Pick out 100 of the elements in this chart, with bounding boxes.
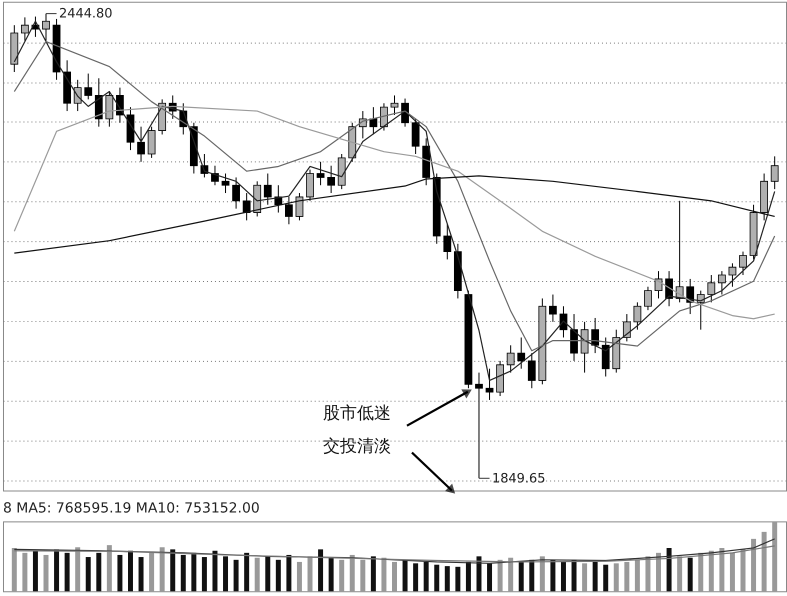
bar xyxy=(634,560,640,592)
candlestick xyxy=(443,224,452,260)
candlestick xyxy=(327,165,336,194)
bar xyxy=(22,552,28,592)
bar xyxy=(276,560,281,592)
bar xyxy=(138,557,144,592)
bar xyxy=(508,558,514,592)
bar xyxy=(719,548,724,592)
candlestick xyxy=(380,102,388,132)
candlestick xyxy=(84,73,92,100)
bar xyxy=(645,556,650,592)
bar xyxy=(708,550,714,592)
bar xyxy=(32,550,38,592)
bar xyxy=(106,545,112,592)
bar xyxy=(244,552,250,592)
candlestick xyxy=(549,294,557,322)
candlestick xyxy=(602,336,610,378)
bar xyxy=(360,560,366,592)
bar xyxy=(318,549,324,592)
chart-title: 8 MA5: 768595.19 MA10: 753152.00 xyxy=(2,500,260,516)
candlestick xyxy=(264,173,272,206)
annotation: 股市低迷 xyxy=(323,402,392,423)
bar xyxy=(466,562,471,592)
candlestick xyxy=(475,372,483,479)
bar xyxy=(12,548,17,592)
candlestick xyxy=(739,251,747,276)
candlestick xyxy=(580,321,588,374)
bar xyxy=(75,547,80,592)
bar xyxy=(223,556,228,592)
bar xyxy=(381,558,386,592)
candlestick xyxy=(105,91,114,128)
bar xyxy=(286,554,292,592)
bar xyxy=(772,521,778,592)
candlestick xyxy=(707,274,716,303)
bar xyxy=(677,556,682,592)
candlestick xyxy=(20,16,29,42)
bar xyxy=(434,564,440,592)
candlestick xyxy=(369,106,378,135)
annotation: 2444.80 xyxy=(58,6,113,22)
bar xyxy=(254,558,260,592)
bar xyxy=(582,563,588,592)
bar xyxy=(44,554,48,592)
bar xyxy=(54,549,60,592)
candlestick xyxy=(528,352,536,389)
bar xyxy=(529,560,534,592)
candlestick xyxy=(728,262,736,288)
bar xyxy=(370,556,376,592)
bar xyxy=(64,552,70,592)
candlestick xyxy=(42,13,50,42)
bar xyxy=(328,558,334,592)
bar xyxy=(518,562,524,592)
bar xyxy=(688,558,693,592)
bar xyxy=(730,552,735,592)
bar xyxy=(202,557,207,592)
bar xyxy=(560,562,566,592)
bar xyxy=(540,556,545,592)
candlestick xyxy=(718,270,726,296)
candlestick xyxy=(770,156,779,190)
bar xyxy=(413,563,418,592)
bar xyxy=(212,550,218,592)
candlestick xyxy=(570,314,578,362)
bar xyxy=(170,549,176,592)
bar xyxy=(128,550,133,592)
bar xyxy=(296,562,302,592)
candlestick xyxy=(285,196,293,225)
candlestick xyxy=(401,98,409,128)
candlestick xyxy=(412,118,420,154)
bar xyxy=(191,552,196,592)
bar xyxy=(402,560,408,592)
bar xyxy=(550,560,556,592)
bar xyxy=(476,556,482,592)
bar xyxy=(592,562,598,592)
bar xyxy=(603,564,608,592)
candlestick xyxy=(137,126,145,162)
candlestick xyxy=(222,173,230,194)
candlestick xyxy=(316,161,324,186)
candlestick xyxy=(634,302,642,330)
candlestick xyxy=(232,176,240,210)
bar xyxy=(740,549,746,592)
bar xyxy=(180,554,186,592)
bar xyxy=(96,552,102,592)
candlestick xyxy=(654,270,662,299)
candlestick xyxy=(148,126,156,158)
bar xyxy=(308,556,313,592)
bar xyxy=(234,560,239,592)
candlestick xyxy=(644,286,652,311)
bar xyxy=(656,552,662,592)
bar xyxy=(614,563,619,592)
bar xyxy=(455,566,460,592)
bar xyxy=(339,560,344,592)
bar xyxy=(86,557,91,592)
candlestick xyxy=(506,344,515,374)
bar xyxy=(498,560,503,592)
candlestick xyxy=(517,336,526,370)
candlestick xyxy=(296,192,304,221)
annotation: 交投清淡 xyxy=(323,436,392,456)
annotation: 1849.65 xyxy=(492,471,546,486)
candlestick xyxy=(390,94,398,116)
bar xyxy=(149,552,154,592)
bar xyxy=(160,547,165,592)
